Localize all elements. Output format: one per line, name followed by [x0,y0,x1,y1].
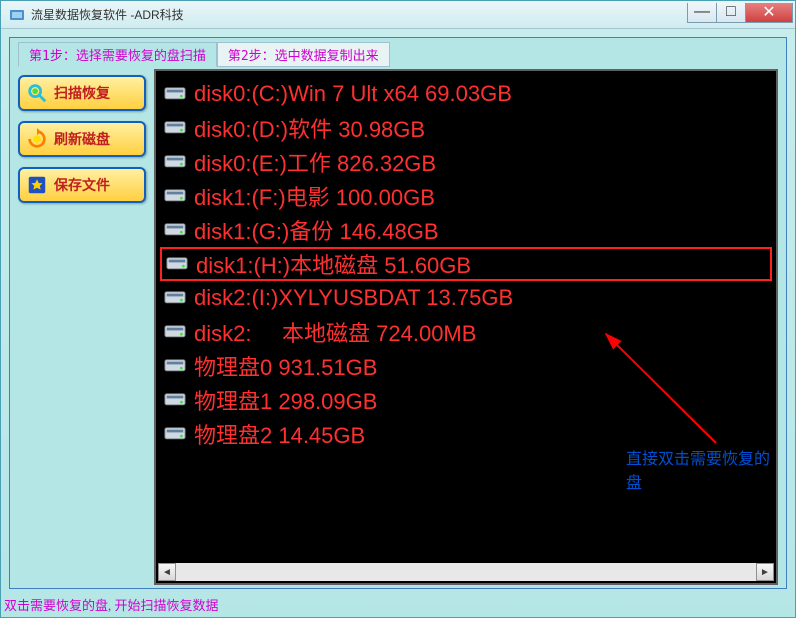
disk-icon [164,222,186,238]
side-button-label: 刷新磁盘 [54,129,110,149]
annotation-text: 直接双击需要恢复的盘 [626,445,776,493]
disk-row[interactable]: disk0:(E:)工作 826.32GB [160,145,772,179]
disk-row[interactable]: disk1:(H:)本地磁盘 51.60GB [160,247,772,281]
disk-label: disk2:(I:)XYLYUSBDAT 13.75GB [194,285,513,311]
side-button-scan[interactable]: 扫描恢复 [18,75,146,111]
disk-label: disk1:(F:)电影 100.00GB [194,180,435,212]
disk-icon [164,188,186,204]
app-window: 流星数据恢复软件 -ADR科技 — □ ✕ 第1步：选择需要恢复的盘扫描第2步：… [0,0,796,618]
close-button[interactable]: ✕ [745,3,793,23]
scroll-left-button[interactable]: ◄ [158,563,176,581]
scan-icon [26,82,48,104]
tab-body: 扫描恢复刷新磁盘保存文件 disk0:(C:)Win 7 Ult x64 69.… [18,69,778,585]
side-button-label: 保存文件 [54,175,110,195]
disk-label: disk0:(C:)Win 7 Ult x64 69.03GB [194,81,512,107]
disk-label: 物理盘0 931.51GB [194,350,377,382]
disk-label: disk1:(G:)备份 146.48GB [194,214,439,246]
disk-row[interactable]: 物理盘0 931.51GB [160,349,772,383]
titlebar[interactable]: 流星数据恢复软件 -ADR科技 — □ ✕ [1,1,795,29]
disk-icon [164,324,186,340]
disk-row[interactable]: disk1:(G:)备份 146.48GB [160,213,772,247]
disk-row[interactable]: disk1:(F:)电影 100.00GB [160,179,772,213]
status-bar: 双击需要恢复的盘, 开始扫描恢复数据 [4,595,219,614]
horizontal-scrollbar[interactable]: ◄ ► [158,563,774,581]
app-icon [9,7,25,23]
side-button-refresh[interactable]: 刷新磁盘 [18,121,146,157]
tab-step1[interactable]: 第1步：选择需要恢复的盘扫描 [18,42,217,67]
disk-label: disk2: 本地磁盘 724.00MB [194,316,476,348]
disk-row[interactable]: disk0:(D:)软件 30.98GB [160,111,772,145]
scroll-right-button[interactable]: ► [756,563,774,581]
disk-label: disk1:(H:)本地磁盘 51.60GB [196,248,471,280]
window-title: 流星数据恢复软件 -ADR科技 [31,6,688,23]
minimize-button[interactable]: — [687,3,717,23]
sidebar: 扫描恢复刷新磁盘保存文件 [18,69,146,585]
disk-label: disk0:(E:)工作 826.32GB [194,146,436,178]
content-area: 第1步：选择需要恢复的盘扫描第2步：选中数据复制出来 扫描恢复刷新磁盘保存文件 … [1,29,795,589]
maximize-button[interactable]: □ [716,3,746,23]
disk-icon [164,358,186,374]
save-icon [26,174,48,196]
scroll-track[interactable] [176,563,756,581]
main-frame: 第1步：选择需要恢复的盘扫描第2步：选中数据复制出来 扫描恢复刷新磁盘保存文件 … [9,37,787,589]
disk-list: disk0:(C:)Win 7 Ult x64 69.03GB disk0:(D:… [156,71,776,457]
side-button-label: 扫描恢复 [54,83,110,103]
disk-label: disk0:(D:)软件 30.98GB [194,112,425,144]
disk-label: 物理盘2 14.45GB [194,418,365,450]
window-controls: — □ ✕ [688,3,793,23]
disk-icon [164,120,186,136]
disk-icon [166,256,188,272]
disk-icon [164,290,186,306]
disk-row[interactable]: disk0:(C:)Win 7 Ult x64 69.03GB [160,77,772,111]
disk-row[interactable]: disk2: 本地磁盘 724.00MB [160,315,772,349]
disk-icon [164,392,186,408]
disk-row[interactable]: disk2:(I:)XYLYUSBDAT 13.75GB [160,281,772,315]
tab-strip: 第1步：选择需要恢复的盘扫描第2步：选中数据复制出来 [18,42,778,67]
disk-label: 物理盘1 298.09GB [194,384,377,416]
refresh-icon [26,128,48,150]
tab-step2[interactable]: 第2步：选中数据复制出来 [217,42,390,67]
disk-icon [164,154,186,170]
disk-icon [164,426,186,442]
disk-panel: disk0:(C:)Win 7 Ult x64 69.03GB disk0:(D:… [154,69,778,585]
side-button-save[interactable]: 保存文件 [18,167,146,203]
disk-icon [164,86,186,102]
disk-row[interactable]: 物理盘1 298.09GB [160,383,772,417]
